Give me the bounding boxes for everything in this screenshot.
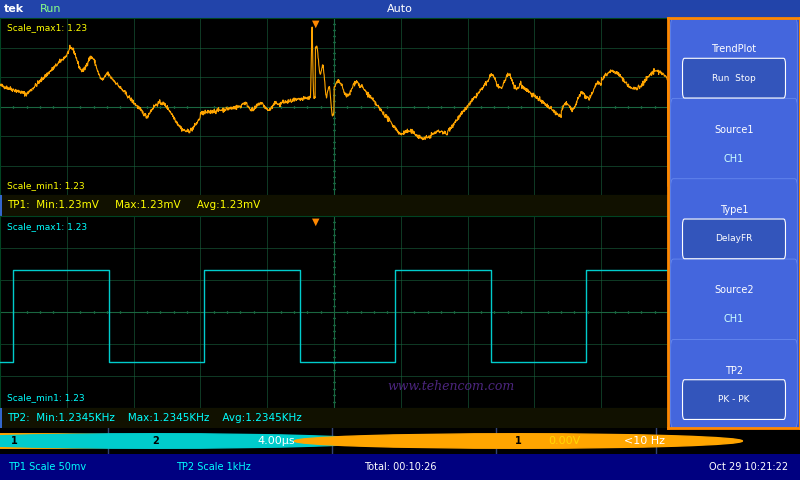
Text: 0.00V: 0.00V [548,436,580,446]
FancyBboxPatch shape [682,380,786,420]
Text: TP1 Scale 50mv: TP1 Scale 50mv [8,462,86,472]
Text: DelayFR: DelayFR [715,234,753,243]
Text: TP2: TP2 [725,366,743,376]
Circle shape [294,434,742,448]
Bar [0,195,2,216]
Text: Auto: Auto [387,4,413,14]
Text: www.tehencom.com: www.tehencom.com [387,380,514,393]
Text: ▼: ▼ [312,19,320,29]
FancyBboxPatch shape [682,219,786,259]
Text: Scale_max1: 1.23: Scale_max1: 1.23 [6,222,87,231]
Text: Oct 29 10:21:22: Oct 29 10:21:22 [709,462,788,472]
Circle shape [0,434,238,448]
Text: TP2:  Min:1.2345KHz    Max:1.2345KHz    Avg:1.2345KHz: TP2: Min:1.2345KHz Max:1.2345KHz Avg:1.2… [6,413,302,423]
Text: 1: 1 [11,436,18,446]
Text: Run  Stop: Run Stop [712,73,756,83]
FancyBboxPatch shape [670,98,798,187]
Text: Scale_max1: 1.23: Scale_max1: 1.23 [6,24,87,32]
Text: Source2: Source2 [714,286,754,295]
Text: 2: 2 [153,436,159,446]
Text: Run: Run [40,4,62,14]
FancyBboxPatch shape [670,179,798,267]
FancyBboxPatch shape [670,339,798,428]
FancyBboxPatch shape [682,58,786,98]
FancyBboxPatch shape [670,18,798,107]
Text: Scale_min1: 1.23: Scale_min1: 1.23 [6,393,84,402]
Text: TrendPlot: TrendPlot [711,44,757,54]
Text: ▼: ▼ [312,217,320,227]
Text: CH1: CH1 [724,314,744,324]
Text: Source1: Source1 [714,125,754,135]
Text: Type1: Type1 [720,205,748,215]
FancyBboxPatch shape [670,259,798,348]
Text: TP1:  Min:1.23mV     Max:1.23mV     Avg:1.23mV: TP1: Min:1.23mV Max:1.23mV Avg:1.23mV [6,201,260,211]
Text: tek: tek [4,4,24,14]
Text: CH1: CH1 [724,154,744,164]
Text: 1.00V: 1.00V [188,436,220,446]
Text: 1: 1 [515,436,522,446]
Text: 1.00V: 1.00V [46,436,78,446]
Text: 0.000000s: 0.000000s [387,436,445,446]
Text: Scale_min1: 1.23: Scale_min1: 1.23 [6,180,84,190]
Circle shape [0,434,380,448]
Text: <10 Hz: <10 Hz [624,436,665,446]
Bar [0,408,2,428]
Text: 4.00μs: 4.00μs [257,436,295,446]
Text: TP2 Scale 1kHz: TP2 Scale 1kHz [176,462,250,472]
Text: Total: 00:10:26: Total: 00:10:26 [364,462,436,472]
Text: PK - PK: PK - PK [718,395,750,404]
